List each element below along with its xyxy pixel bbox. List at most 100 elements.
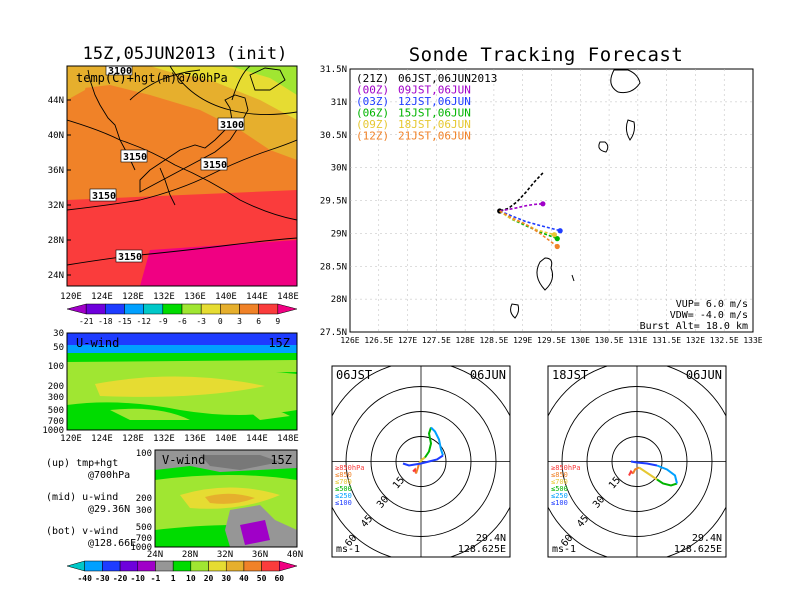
- map-variable-label: temp(C)+hgt(m)@700hPa: [76, 71, 228, 85]
- note-up: (up) tmp+hgt @700hPa: [46, 458, 131, 481]
- hodograph-trace: [418, 456, 426, 465]
- legend-time: 18JST,06JUN: [398, 118, 471, 131]
- colorbar-label: -3: [196, 317, 206, 326]
- legend-code: (09Z): [356, 118, 389, 131]
- hodo-right-time: 18JST: [552, 368, 588, 382]
- lon-tick-label: 130E: [571, 336, 590, 345]
- colorbar-swatch: [279, 560, 298, 572]
- lon-tick-label: 148E: [277, 292, 299, 302]
- lon-tick-label: 136E: [184, 434, 206, 444]
- colorbar-label: -6: [177, 317, 187, 326]
- pressure-tick-label: 100: [136, 449, 152, 459]
- pressure-tick-label: 1000: [42, 426, 64, 436]
- level-label: ≤850: [335, 471, 352, 479]
- track-line: [499, 210, 558, 248]
- legend-code: (00Z): [356, 84, 389, 97]
- hodograph-trace: [402, 454, 444, 467]
- pressure-tick-label: 30: [53, 329, 64, 339]
- u-wind-time: 15Z: [268, 336, 290, 350]
- colorbar-label: 1: [171, 574, 176, 583]
- lat-tick-label: 32N: [217, 550, 233, 560]
- track-endpoint: [540, 201, 546, 207]
- track-line: [499, 172, 544, 212]
- lat-tick-label: 30N: [331, 164, 347, 174]
- hodograph-trace: [628, 469, 634, 476]
- lon-tick-label: 148E: [277, 434, 299, 444]
- lon-tick-label: 124E: [91, 434, 113, 444]
- colorbar-label: 50: [257, 574, 267, 583]
- colorbar-label: 3: [237, 317, 242, 326]
- hodograph-trace: [430, 426, 444, 456]
- pressure-tick-label: 700: [48, 417, 64, 427]
- v-wind-label: V-wind: [162, 453, 205, 467]
- lon-tick-label: 140E: [215, 434, 237, 444]
- lat-tick-label: 28N: [48, 236, 64, 246]
- ring-label: 45: [359, 514, 375, 530]
- level-label: ≤700: [551, 478, 568, 486]
- level-label: ≤500: [335, 485, 352, 493]
- lon-tick-label: 129E: [513, 336, 532, 345]
- colorbar-label: -20: [113, 574, 128, 583]
- ring-label: 30: [591, 494, 607, 510]
- colorbar-label: -12: [136, 317, 151, 326]
- location-lon: 128.625E: [458, 544, 506, 555]
- lat-tick-label: 36N: [252, 550, 268, 560]
- location-lat: 29.4N: [692, 533, 722, 544]
- track-endpoint: [554, 236, 560, 242]
- track-endpoint: [551, 232, 557, 238]
- lon-tick-label: 132.5E: [710, 336, 739, 345]
- colorbar-label: 6: [256, 317, 261, 326]
- lon-tick-label: 128E: [456, 336, 475, 345]
- colorbar-label: -15: [117, 317, 132, 326]
- legend-code: (12Z): [356, 130, 389, 143]
- pressure-tick-label: 1000: [130, 543, 152, 553]
- lat-tick-label: 32N: [48, 201, 64, 211]
- track-line: [499, 210, 558, 240]
- location-lat: 29.4N: [476, 533, 506, 544]
- legend-time: 12JST,06JUN: [398, 95, 471, 108]
- pressure-tick-label: 500: [48, 406, 64, 416]
- contour-label: 3150: [123, 152, 147, 163]
- lon-tick-label: 136E: [184, 292, 206, 302]
- lat-tick-label: 24N: [147, 550, 163, 560]
- pressure-tick-label: 200: [48, 382, 64, 392]
- lon-tick-label: 132E: [153, 434, 175, 444]
- lon-tick-label: 124E: [91, 292, 113, 302]
- lat-tick-label: 28.5N: [320, 262, 347, 272]
- colorbar-label: -18: [98, 317, 113, 326]
- sonde-param: VDW= -4.0 m/s: [670, 310, 748, 321]
- lon-tick-label: 133E: [743, 336, 762, 345]
- ring-label: 15: [607, 475, 623, 491]
- colorbar-swatch: [277, 303, 298, 315]
- hodograph-trace: [638, 466, 658, 481]
- lon-tick-label: 127E: [398, 336, 417, 345]
- lat-tick-label: 28N: [182, 550, 198, 560]
- colorbar-label: 30: [221, 574, 231, 583]
- unit-label: ms-1: [336, 544, 360, 555]
- note-bot: (bot) v-wind @128.66E: [46, 526, 137, 549]
- lon-tick-label: 129.5E: [537, 336, 566, 345]
- contour-label: 3150: [203, 160, 227, 171]
- pressure-tick-label: 500: [136, 523, 152, 533]
- colorbar-label: -40: [77, 574, 92, 583]
- legend-code: (21Z): [356, 72, 389, 85]
- lon-tick-label: 128E: [122, 434, 144, 444]
- colorbar-label: 40: [239, 574, 249, 583]
- left-title: 15Z,05JUN2013 (init): [82, 44, 288, 64]
- lon-tick-label: 128.5E: [479, 336, 508, 345]
- hodo-left-date: 06JUN: [470, 368, 506, 382]
- lat-tick-label: 29.5N: [320, 197, 347, 207]
- legend-code: (03Z): [356, 95, 389, 108]
- v-wind-time: 15Z: [270, 453, 292, 467]
- contour-label: 3100: [220, 120, 244, 131]
- lon-tick-label: 130.5E: [595, 336, 624, 345]
- track-endpoint: [557, 228, 563, 234]
- lat-tick-label: 31N: [331, 98, 347, 108]
- colorbar-label: 60: [274, 574, 284, 583]
- lat-tick-label: 30.5N: [320, 131, 347, 141]
